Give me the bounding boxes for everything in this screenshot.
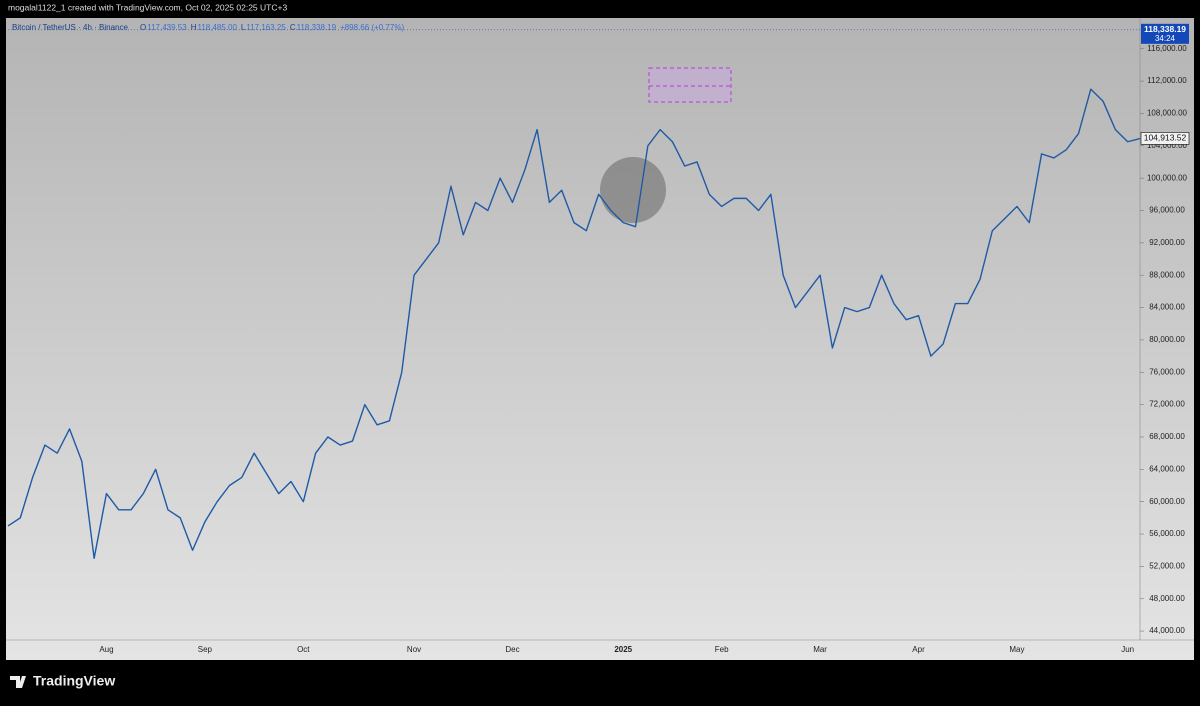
x-tick-label: Mar — [813, 645, 827, 654]
chart-area — [6, 18, 1194, 660]
x-tick-label: Apr — [912, 645, 925, 654]
y-tick-label: 48,000.00 — [1149, 594, 1185, 603]
ohlc-key: C — [290, 23, 296, 32]
ohlc-key: L — [241, 23, 246, 32]
y-tick-label: 116,000.00 — [1147, 44, 1187, 53]
change: +898.66 (+0.77%) — [340, 23, 404, 32]
y-tick-label: 100,000.00 — [1147, 173, 1188, 182]
y-tick-label: 92,000.00 — [1149, 238, 1185, 247]
x-tick-label: Oct — [297, 645, 310, 654]
x-tick-label: Nov — [407, 645, 421, 654]
y-tick-label: 80,000.00 — [1149, 335, 1185, 344]
symbol: Bitcoin / TetherUS · 4h · Binance — [12, 23, 128, 32]
ohlc-key: O — [140, 23, 146, 32]
price-tag — [1140, 132, 1190, 145]
top-bar-text: mogalal1122_1 created with TradingView.c… — [8, 2, 287, 12]
y-tick-label: 56,000.00 — [1149, 529, 1185, 538]
ohlc-value: 117,439.53 — [147, 23, 187, 32]
y-tick-label: 108,000.00 — [1147, 109, 1188, 118]
y-tick-label: 96,000.00 — [1149, 206, 1185, 215]
x-tick-label: May — [1009, 645, 1024, 654]
y-tick-label: 88,000.00 — [1149, 270, 1185, 279]
target-box — [648, 67, 732, 103]
y-tick-label: 104,000.00 — [1147, 141, 1188, 150]
y-tick-label: 84,000.00 — [1149, 303, 1185, 312]
y-tick-label: 68,000.00 — [1149, 432, 1185, 441]
ohlc-key: H — [191, 23, 197, 32]
y-tick-label: 112,000.00 — [1147, 76, 1187, 85]
y-tick-label: 44,000.00 — [1149, 626, 1185, 635]
ohlc-value: 118,338.19 — [297, 23, 337, 32]
x-tick-label: 2025 — [614, 645, 632, 654]
price-tag — [1141, 23, 1189, 44]
x-tick-label: Sep — [198, 645, 213, 654]
logo: TradingView — [10, 673, 115, 689]
price-line — [7, 88, 1141, 560]
y-tick-label: 52,000.00 — [1149, 562, 1185, 571]
y-tick-label: 72,000.00 — [1149, 400, 1185, 409]
ohlc-value: 117,163.25 — [246, 23, 286, 32]
x-tick-label: Aug — [99, 645, 113, 654]
x-tick-label: Feb — [715, 645, 729, 654]
y-tick-label: 76,000.00 — [1149, 367, 1185, 376]
price-tag-label: 104,913.52 — [1144, 133, 1187, 143]
price-tag-label: 118,338.19 — [1144, 24, 1186, 34]
x-tick-label: Dec — [505, 645, 519, 654]
y-tick-label: 60,000.00 — [1149, 497, 1185, 506]
ohlc-value: 118,485.00 — [197, 23, 237, 32]
plot: 44,000.00 48,000.00 52,000.00 56,000.00 60,0… — [7, 23, 1190, 654]
x-tick-label: Jun — [1121, 645, 1134, 654]
footer-brand: TradingView — [33, 673, 115, 689]
countdown: 34:24 — [1155, 34, 1176, 43]
logo-mark — [10, 676, 26, 688]
highlight-circle — [600, 157, 666, 223]
y-tick-label: 64,000.00 — [1149, 464, 1185, 473]
ohlc: O 117,439.53 H 118,485.00 L 117,163.25 C 118,33… — [140, 23, 404, 32]
